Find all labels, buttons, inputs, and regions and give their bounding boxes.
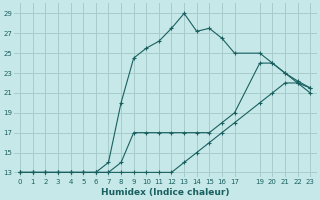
X-axis label: Humidex (Indice chaleur): Humidex (Indice chaleur) xyxy=(101,188,229,197)
